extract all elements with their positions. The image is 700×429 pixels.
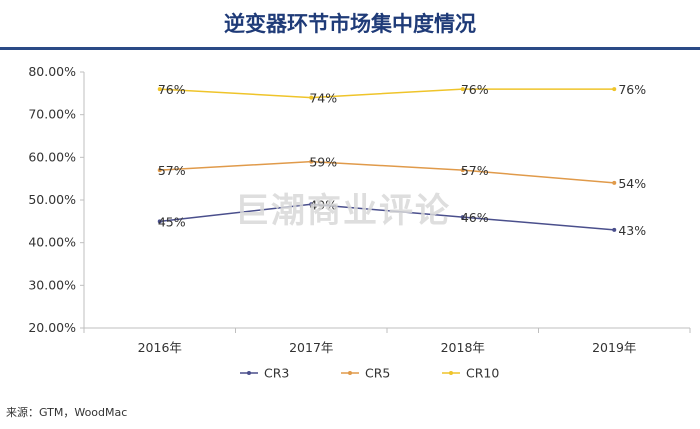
x-tick-label: 2017年: [289, 340, 333, 355]
title-divider: [0, 47, 700, 50]
watermark: 巨潮商业评论: [235, 191, 451, 231]
series-line-cr3: [159, 203, 615, 231]
chart-title: 逆变器环节市场集中度情况: [224, 12, 476, 36]
legend-marker-cr3: [247, 371, 251, 375]
data-point-cr3: [157, 219, 162, 224]
data-label-cr3: 49%: [309, 197, 337, 212]
data-label-cr10: 76%: [618, 82, 646, 97]
data-label-cr10: 76%: [158, 82, 186, 97]
y-tick-label: 30.00%: [28, 277, 76, 292]
data-label-cr5: 57%: [158, 163, 186, 178]
data-label-cr3: 43%: [618, 223, 646, 238]
y-tick-label: 60.00%: [28, 149, 76, 164]
source-note: 来源：GTM，WoodMac: [6, 406, 128, 419]
data-point-cr3: [460, 215, 465, 220]
data-point-cr3: [309, 202, 314, 207]
data-label-cr3: 46%: [461, 210, 489, 225]
data-label-cr3: 45%: [158, 214, 186, 229]
y-tick-label: 80.00%: [28, 64, 76, 79]
x-tick-label: 2019年: [592, 340, 636, 355]
series-line-cr5: [159, 160, 615, 184]
legend-label-cr3: CR3: [264, 366, 289, 381]
line-chart: 20.00% 30.00% 40.00% 50.00% 60.00% 70.00% 80.0…: [28, 64, 691, 381]
data-point-cr3: [612, 227, 617, 232]
x-tick-label: 2016年: [138, 340, 182, 355]
data-point-cr10: [157, 87, 162, 92]
data-point-cr10: [460, 87, 465, 92]
data-label-cr10: 74%: [309, 91, 337, 106]
y-tick-label: 70.00%: [28, 107, 76, 122]
series-line-cr10: [159, 88, 615, 99]
data-point-cr10: [309, 95, 314, 100]
legend-marker-cr5: [348, 371, 352, 375]
x-tick-label: 2018年: [441, 340, 485, 355]
data-label-cr5: 59%: [309, 155, 337, 170]
data-point-cr5: [157, 168, 162, 173]
y-tick-label: 40.00%: [28, 235, 76, 250]
data-label-cr5: 57%: [461, 163, 489, 178]
legend-label-cr5: CR5: [365, 366, 390, 381]
data-point-cr10: [612, 87, 617, 92]
data-point-cr5: [309, 159, 314, 164]
y-tick-label: 50.00%: [28, 192, 76, 207]
data-point-cr5: [460, 168, 465, 173]
legend-label-cr10: CR10: [466, 366, 499, 381]
data-label-cr10: 76%: [461, 82, 489, 97]
legend-marker-cr10: [449, 371, 453, 375]
y-tick-label: 20.00%: [28, 320, 76, 335]
data-point-cr5: [612, 180, 617, 185]
data-label-cr5: 54%: [618, 176, 646, 191]
